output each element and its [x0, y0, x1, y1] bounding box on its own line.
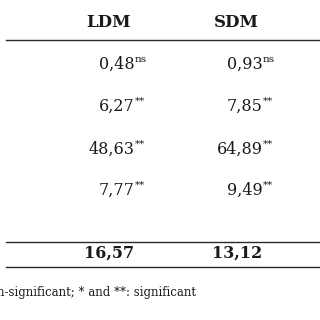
Text: 9,49: 9,49 — [227, 182, 262, 199]
Text: 0,93: 0,93 — [227, 56, 262, 73]
Text: **: ** — [135, 140, 145, 148]
Text: ns: ns — [263, 55, 275, 64]
Text: 13,12: 13,12 — [212, 244, 262, 262]
Text: ns: ns — [135, 55, 147, 64]
Text: **: ** — [135, 181, 145, 190]
Text: 48,63: 48,63 — [88, 140, 134, 157]
Text: **: ** — [135, 96, 145, 105]
Text: 0,48: 0,48 — [99, 56, 134, 73]
Text: 16,57: 16,57 — [84, 244, 134, 262]
Text: 7,77: 7,77 — [99, 182, 134, 199]
Text: LDM: LDM — [86, 14, 131, 31]
Text: **: ** — [263, 181, 273, 190]
Text: **: ** — [263, 140, 273, 148]
Text: 6,27: 6,27 — [99, 97, 134, 114]
Text: **: ** — [263, 96, 273, 105]
Text: SDM: SDM — [214, 14, 259, 31]
Text: 7,85: 7,85 — [227, 97, 262, 114]
Text: n-significant; * and **: significant: n-significant; * and **: significant — [0, 286, 196, 299]
Text: 64,89: 64,89 — [216, 140, 262, 157]
